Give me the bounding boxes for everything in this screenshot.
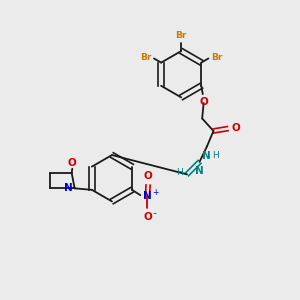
Text: O: O — [143, 212, 152, 222]
Text: O: O — [68, 158, 76, 167]
Text: N: N — [202, 151, 211, 160]
Text: O: O — [144, 171, 152, 181]
Text: H: H — [213, 151, 219, 160]
Text: -: - — [152, 208, 156, 218]
Text: Br: Br — [211, 53, 222, 62]
Text: Br: Br — [176, 31, 187, 40]
Text: N: N — [143, 191, 152, 201]
Text: +: + — [152, 188, 159, 197]
Text: H: H — [176, 168, 183, 177]
Text: N: N — [64, 183, 73, 193]
Text: O: O — [232, 123, 241, 133]
Text: N: N — [195, 166, 204, 176]
Text: Br: Br — [140, 53, 152, 62]
Text: O: O — [199, 97, 208, 107]
